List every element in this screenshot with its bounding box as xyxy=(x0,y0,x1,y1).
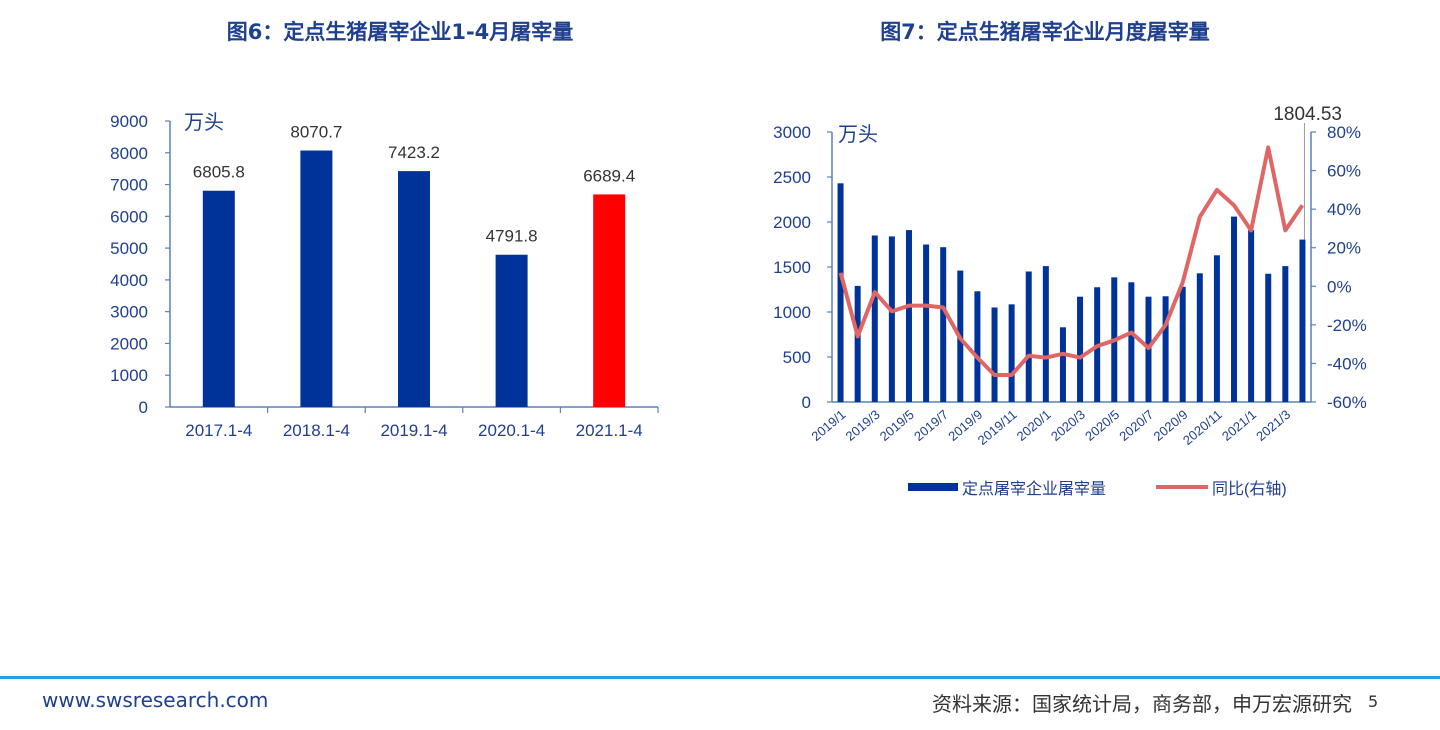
fig6-x-tick-label: 2020.1-4 xyxy=(478,421,545,440)
fig6-y-tick-label: 0 xyxy=(139,398,148,417)
fig7-x-tick-label: 2020/11 xyxy=(1180,407,1225,448)
fig7-yoy-line xyxy=(838,145,1305,377)
fig6-y-tick-label: 1000 xyxy=(110,366,148,385)
fig6-x-tick-label: 2019.1-4 xyxy=(380,421,447,440)
fig7-right-tick-label: -20% xyxy=(1327,316,1367,335)
fig7-x-tick-label: 2020/7 xyxy=(1116,407,1156,444)
fig7-bar xyxy=(1042,266,1049,402)
fig6-data-label: 7423.2 xyxy=(388,143,440,162)
figure7-title: 图7：定点生猪屠宰企业月度屠宰量 xyxy=(880,20,1210,44)
fig7-left-tick-label: 2500 xyxy=(773,168,811,187)
fig7-bar xyxy=(1128,282,1135,402)
fig7-bar xyxy=(837,183,844,402)
fig7-right-tick-label: 60% xyxy=(1327,162,1361,181)
fig7-right-tick-label: -40% xyxy=(1327,354,1367,373)
fig6-y-tick-label: 3000 xyxy=(110,303,148,322)
fig7-left-tick-label: 3000 xyxy=(773,123,811,142)
fig7-x-tick-label: 2020/5 xyxy=(1082,407,1122,444)
fig7-x-tick-label: 2020/1 xyxy=(1014,407,1054,444)
fig7-x-tick-label: 2019/11 xyxy=(975,407,1020,448)
fig7-bar xyxy=(854,285,861,402)
fig7-bar xyxy=(1231,216,1238,402)
fig7-bar xyxy=(940,247,947,402)
fig7-x-tick-label: 2019/1 xyxy=(808,407,848,444)
page-number: 5 xyxy=(1368,692,1379,711)
fig7-bar xyxy=(1179,286,1186,402)
fig7-bar xyxy=(1008,304,1015,402)
fig7-legend-line-label: 同比(右轴) xyxy=(1212,480,1287,498)
fig7-x-tick-label: 2021/3 xyxy=(1253,407,1293,444)
fig7-left-tick-label: 2000 xyxy=(773,213,811,232)
fig7-x-tick-label: 2019/7 xyxy=(911,407,951,444)
footer-divider xyxy=(0,676,1440,679)
fig6-bar xyxy=(593,194,626,407)
fig7-unit-label: 万头 xyxy=(838,123,878,146)
fig6-unit-label: 万头 xyxy=(184,111,224,134)
fig7-bar xyxy=(923,244,930,402)
fig7-right-tick-label: 80% xyxy=(1327,123,1361,142)
fig6-y-tick-label: 2000 xyxy=(110,334,148,353)
fig7-right-tick-label: 0% xyxy=(1327,277,1352,296)
fig6-x-tick-label: 2021.1-4 xyxy=(576,421,643,440)
fig7-bar xyxy=(905,230,912,402)
fig7-bar xyxy=(1299,239,1306,402)
fig7-bar xyxy=(1196,273,1203,402)
fig7-left-tick-label: 1500 xyxy=(773,258,811,277)
fig6-y-tick-label: 8000 xyxy=(110,144,148,163)
fig7-bar xyxy=(871,235,878,402)
fig7-legend-bar-label: 定点屠宰企业屠宰量 xyxy=(962,480,1106,498)
figure6-title: 图6：定点生猪屠宰企业1-4月屠宰量 xyxy=(226,20,574,44)
fig7-right-tick-label: -60% xyxy=(1327,393,1367,412)
fig7-x-tick-label: 2019/5 xyxy=(877,407,917,444)
fig7-left-tick-label: 0 xyxy=(802,393,811,412)
fig7-left-tick-label: 500 xyxy=(783,348,811,367)
fig6-data-label: 6689.4 xyxy=(583,166,635,185)
fig7-x-tick-label: 2020/3 xyxy=(1048,407,1088,444)
fig6-bar xyxy=(495,254,528,407)
fig6-data-label: 4791.8 xyxy=(486,227,538,246)
fig7-bar xyxy=(1162,296,1169,402)
fig7-right-tick-label: 20% xyxy=(1327,239,1361,258)
fig7-bar xyxy=(1282,266,1289,402)
fig7-bar xyxy=(1248,230,1255,402)
fig7-bar xyxy=(1059,327,1066,402)
fig6-y-tick-label: 5000 xyxy=(110,239,148,258)
fig7-x-tick-label: 2021/1 xyxy=(1219,407,1259,444)
fig6-y-tick-label: 4000 xyxy=(110,271,148,290)
fig6-data-label: 6805.8 xyxy=(193,163,245,182)
fig7-right-tick-label: 40% xyxy=(1327,200,1361,219)
fig6-bar xyxy=(398,171,430,407)
fig7-bar xyxy=(1077,296,1084,402)
fig7-bar xyxy=(974,291,981,402)
fig7-bar xyxy=(1265,273,1272,402)
fig6-bar xyxy=(202,190,235,407)
fig6-y-tick-label: 6000 xyxy=(110,207,148,226)
fig7-annotation: 1804.53 xyxy=(1273,104,1342,125)
fig7-bar xyxy=(1025,271,1032,402)
fig6-y-tick-label: 9000 xyxy=(110,112,148,131)
fig6-data-label: 8070.7 xyxy=(290,123,342,142)
fig7-bar xyxy=(991,307,998,402)
fig7-left-tick-label: 1000 xyxy=(773,303,811,322)
data-source-note: 资料来源：国家统计局，商务部，申万宏源研究 xyxy=(932,692,1352,716)
fig7-legend-bar-swatch xyxy=(908,483,958,491)
fig6-y-tick-label: 7000 xyxy=(110,176,148,195)
fig6-x-tick-label: 2018.1-4 xyxy=(283,421,350,440)
fig7-x-tick-label: 2019/3 xyxy=(843,407,883,444)
fig6-bar xyxy=(300,150,333,408)
fig6-x-tick-label: 2017.1-4 xyxy=(185,421,252,440)
fig7-bar xyxy=(1213,255,1220,402)
website-link[interactable]: www.swsresearch.com xyxy=(42,688,269,712)
fig7-bar xyxy=(888,236,895,402)
